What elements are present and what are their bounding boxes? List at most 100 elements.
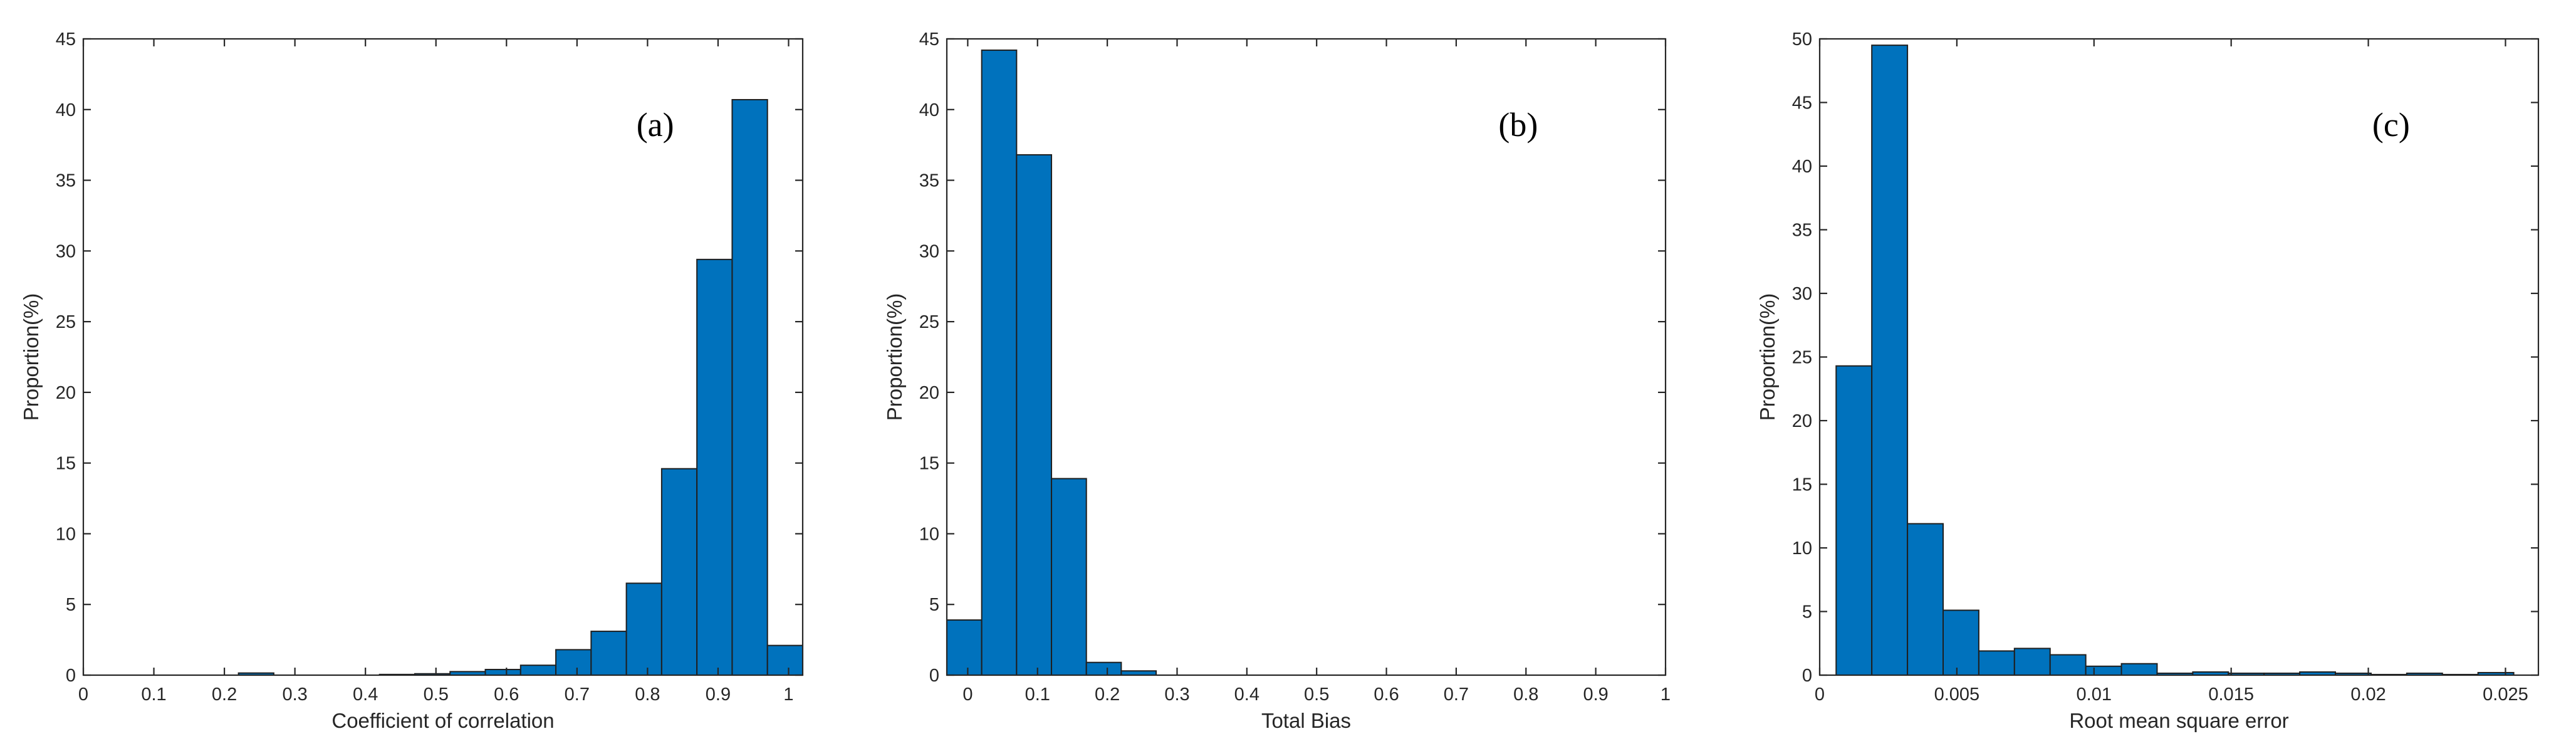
histogram-bar: [1978, 650, 2015, 676]
x-tick-label: 0.7: [1444, 685, 1469, 705]
x-tick-label: 0.005: [1934, 685, 1980, 705]
x-tick-label: 0.4: [353, 685, 378, 705]
y-axis-label: Proportion(%): [1756, 293, 1779, 421]
x-tick-label: 0.7: [565, 685, 590, 705]
histogram-bar: [696, 258, 733, 676]
x-axis-ticks: 0 0.1 0.2 0.3 0.4 0.5 0.6 0.7 0.8 0.9 1: [78, 39, 794, 705]
histogram-bar: [1871, 45, 1909, 676]
x-axis-label: Total Bias: [1261, 709, 1351, 732]
histogram-bar: [555, 649, 592, 676]
panel-label: (c): [2372, 106, 2410, 144]
y-tick-label: 25: [1792, 348, 1812, 368]
x-tick-label: 0.9: [1583, 685, 1608, 705]
y-tick-label: 40: [919, 100, 939, 120]
histogram-bar: [2013, 648, 2051, 676]
x-axis-ticks: 0 0.005 0.01 0.015 0.02 0.025: [1815, 39, 2528, 705]
histogram-bar: [625, 582, 662, 676]
y-tick-label: 30: [56, 241, 76, 261]
y-tick-label: 5: [929, 595, 939, 615]
x-tick-label: 1: [1661, 685, 1671, 705]
y-tick-label: 10: [919, 524, 939, 544]
x-axis-label: Root mean square error: [2069, 709, 2288, 732]
axes-frame: [946, 38, 1667, 676]
y-tick-label: 45: [919, 29, 939, 50]
y-axis-ticks: 0 5 10 15 20 25 30 35 40 45: [56, 29, 803, 686]
histogram-bar: [766, 644, 803, 676]
y-tick-label: 20: [1792, 411, 1812, 431]
histogram-bar: [1085, 661, 1122, 676]
y-tick-label: 10: [56, 524, 76, 544]
histogram-bar: [1835, 365, 1873, 676]
x-tick-label: 0.6: [1374, 685, 1399, 705]
y-tick-label: 25: [56, 312, 76, 332]
x-axis-ticks: 0 0.1 0.2 0.3 0.4 0.5 0.6 0.7 0.8 0.9 1: [962, 39, 1671, 705]
y-tick-label: 35: [919, 171, 939, 191]
histogram-bar: [1907, 523, 1944, 676]
histogram-bar: [1016, 154, 1053, 676]
histogram-bar: [1942, 609, 1979, 676]
y-tick-label: 5: [66, 595, 76, 615]
y-axis-label: Proportion(%): [19, 293, 43, 421]
y-tick-label: 35: [56, 171, 76, 191]
x-tick-label: 0: [962, 685, 973, 705]
y-tick-label: 20: [919, 383, 939, 403]
y-tick-label: 30: [1792, 284, 1812, 304]
x-tick-label: 0.5: [1304, 685, 1329, 705]
histogram-bar: [731, 98, 768, 676]
x-tick-label: 0.1: [1025, 685, 1050, 705]
panel-label: (b): [1498, 106, 1538, 144]
panel-label: (a): [637, 106, 674, 144]
y-tick-label: 0: [1802, 666, 1812, 686]
x-tick-label: 0.015: [2208, 685, 2254, 705]
histogram-bar: [2049, 654, 2087, 676]
y-tick-label: 40: [1792, 157, 1812, 177]
y-tick-label: 40: [56, 100, 76, 120]
y-axis-label: Proportion(%): [883, 293, 906, 421]
x-tick-label: 0.8: [1513, 685, 1538, 705]
x-tick-label: 0.1: [141, 685, 166, 705]
x-tick-label: 1: [783, 685, 793, 705]
y-tick-label: 35: [1792, 221, 1812, 241]
y-axis-ticks: 0 5 10 15 20 25 30 35 40 45: [919, 29, 1666, 686]
histogram-chart-correlation: 0 0.1 0.2 0.3 0.4 0.5 0.6 0.7 0.8 0.9 1 0 5 10 15 20 25…: [19, 29, 804, 732]
histogram-bar: [519, 664, 557, 676]
y-tick-label: 15: [919, 454, 939, 474]
histogram-chart-total-bias: 0 0.1 0.2 0.3 0.4 0.5 0.6 0.7 0.8 0.9 1 0 5 10 15 20 25…: [883, 29, 1671, 732]
histogram-bar: [1051, 478, 1087, 676]
x-tick-label: 0: [78, 685, 88, 705]
y-tick-label: 0: [929, 666, 939, 686]
axes-frame: [82, 38, 804, 676]
bars-group: [946, 50, 1157, 676]
histogram-bar: [946, 619, 983, 676]
y-tick-label: 10: [1792, 538, 1812, 559]
y-tick-label: 15: [56, 454, 76, 474]
x-tick-label: 0: [1815, 685, 1825, 705]
x-tick-label: 0.4: [1234, 685, 1259, 705]
histogram-bar: [981, 50, 1018, 676]
x-tick-label: 0.8: [635, 685, 660, 705]
y-tick-label: 5: [1802, 602, 1812, 622]
y-tick-label: 0: [66, 666, 76, 686]
y-tick-label: 15: [1792, 475, 1812, 495]
x-tick-label: 0.3: [282, 685, 307, 705]
y-tick-label: 25: [919, 312, 939, 332]
y-tick-label: 50: [1792, 29, 1812, 50]
x-tick-label: 0.6: [494, 685, 519, 705]
histogram-bar: [2085, 665, 2122, 676]
x-tick-label: 0.02: [2350, 685, 2386, 705]
histogram-bar: [590, 631, 627, 676]
y-tick-label: 45: [56, 29, 76, 50]
histogram-bar: [660, 468, 698, 676]
x-tick-label: 0.9: [706, 685, 731, 705]
x-tick-label: 0.5: [424, 685, 449, 705]
x-tick-label: 0.2: [212, 685, 237, 705]
x-tick-label: 0.025: [2483, 685, 2528, 705]
y-tick-label: 45: [1792, 93, 1812, 113]
x-tick-label: 0.01: [2077, 685, 2112, 705]
x-tick-label: 0.3: [1164, 685, 1189, 705]
x-tick-label: 0.2: [1095, 685, 1120, 705]
bars-group: [237, 98, 803, 676]
bars-group: [1835, 45, 2515, 676]
x-axis-label: Coefficient of correlation: [331, 709, 554, 732]
y-tick-label: 20: [56, 383, 76, 403]
